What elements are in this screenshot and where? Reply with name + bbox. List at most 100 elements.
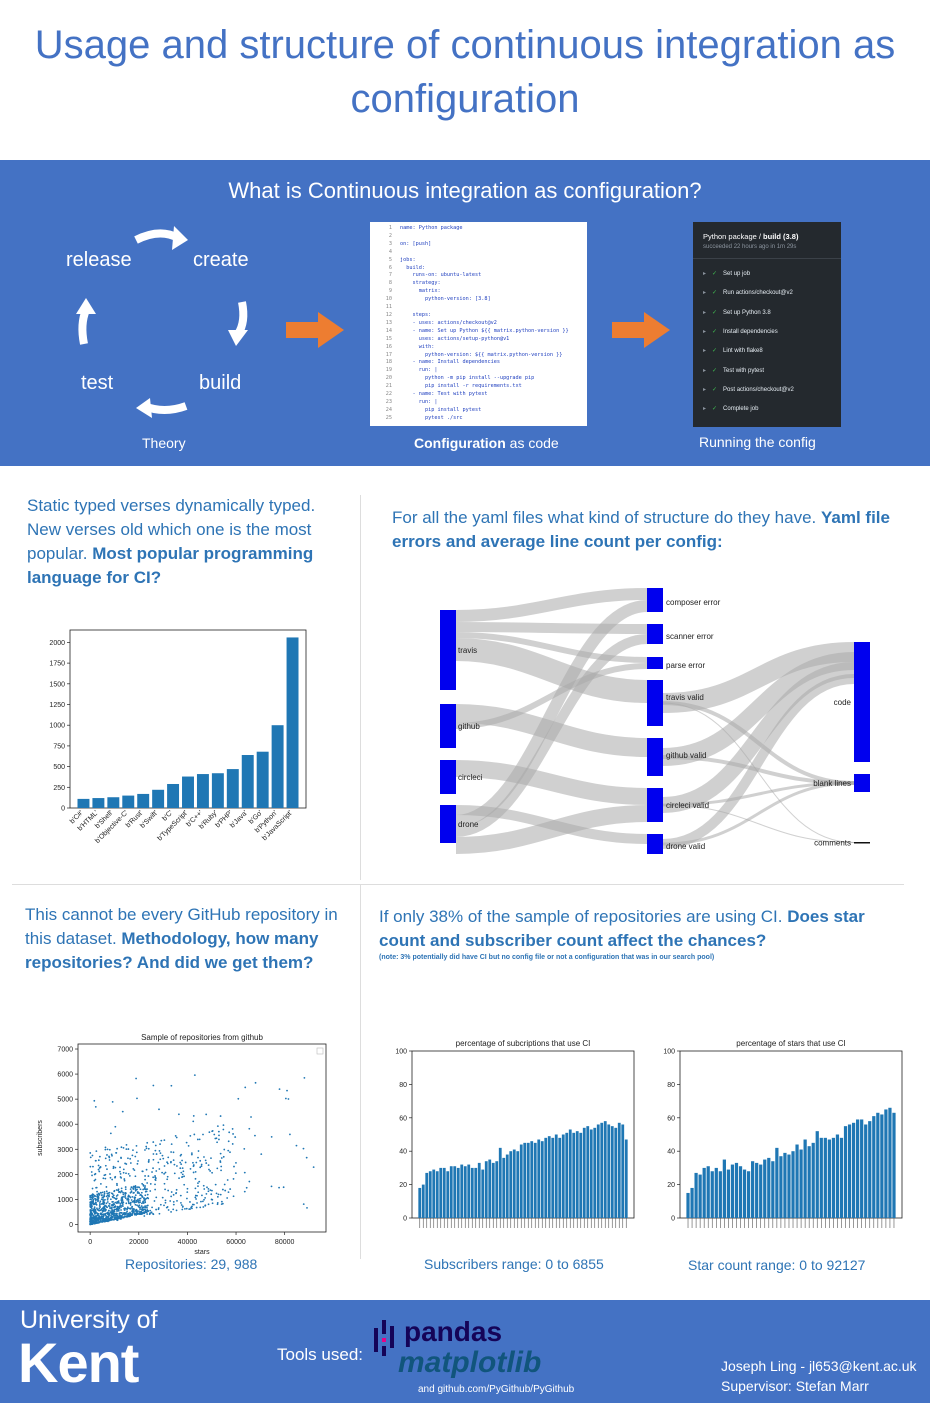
scatter-point (146, 1182, 149, 1184)
scatter-point (152, 1153, 155, 1155)
scatter-point (218, 1134, 220, 1137)
scatter-point (142, 1200, 145, 1203)
sankey-flow (455, 663, 648, 729)
running-label: Running the config (699, 434, 816, 450)
scatter-point (180, 1204, 183, 1206)
scatter-point (199, 1166, 202, 1169)
scatter-point (97, 1218, 100, 1221)
scatter-point (127, 1197, 129, 1200)
config-label: Configuration as code (414, 435, 559, 451)
scatter-point (112, 1194, 115, 1197)
scatter-point (146, 1204, 149, 1207)
scatter-point (178, 1177, 180, 1180)
scatter-point (104, 1157, 107, 1160)
repos-scatter-plot: Sample of repositories from github 0 1000 2… (37, 1033, 327, 1256)
scatter-point (132, 1167, 135, 1170)
scatter-point (90, 1205, 93, 1208)
scatter-point (203, 1188, 206, 1190)
scatter-point (94, 1215, 97, 1217)
scatter-point (103, 1202, 105, 1205)
bar (847, 1124, 852, 1218)
scatter-point (93, 1206, 96, 1209)
scatter-point (194, 1196, 197, 1199)
code-line: 18 - name: Install dependencies (385, 359, 500, 366)
scatter-point (119, 1203, 122, 1205)
scatter-point (92, 1165, 94, 1168)
scatter-point (146, 1208, 149, 1211)
y-tick-label: 0 (61, 806, 65, 813)
scatter-point (203, 1156, 205, 1158)
scatter-point (172, 1151, 175, 1154)
scatter-point (165, 1206, 168, 1209)
university-logo-line2: Kent (18, 1331, 139, 1394)
scatter-point (154, 1188, 157, 1191)
scatter-point (98, 1202, 101, 1204)
scatter-point (289, 1133, 291, 1136)
bar (860, 1119, 864, 1218)
scatter-point (109, 1173, 111, 1175)
scatter-point (102, 1177, 105, 1180)
scatter-point (167, 1209, 170, 1211)
scatter-point (211, 1198, 214, 1201)
scatter-point (105, 1186, 108, 1188)
scatter-point (121, 1110, 124, 1113)
pygithub-credit: and github.com/PyGithub/PyGithub (418, 1384, 575, 1395)
scatter-point (133, 1200, 136, 1203)
scatter-point (103, 1195, 106, 1198)
sankey-label: drone (458, 820, 479, 829)
sankey-node (647, 588, 663, 612)
scatter-point (207, 1203, 210, 1206)
scatter-point (142, 1202, 145, 1205)
sankey-node (647, 834, 663, 854)
scatter-point (91, 1213, 94, 1216)
scatter-point (98, 1207, 101, 1210)
scatter-point (154, 1176, 157, 1179)
scatter-point (223, 1183, 226, 1186)
y-tick-label: 60 (667, 1115, 675, 1122)
scatter-point (216, 1203, 219, 1206)
scatter-point (155, 1196, 158, 1199)
bar (755, 1162, 759, 1218)
bar (710, 1171, 714, 1218)
scatter-point (295, 1144, 298, 1147)
sankey-flow (662, 662, 855, 813)
bar (256, 751, 269, 808)
scatter-point (123, 1209, 126, 1212)
author-line: Joseph Ling - jl653@kent.ac.uk (721, 1358, 917, 1374)
scatter-point (183, 1175, 185, 1178)
scatter-point (94, 1208, 97, 1211)
scatter-point (243, 1190, 246, 1193)
scatter-point (91, 1174, 93, 1177)
scatter-point (175, 1188, 178, 1191)
scatter-point (92, 1199, 95, 1202)
scatter-point (226, 1197, 229, 1199)
code-line: 17 python-version: ${{ matrix.python-ver… (385, 351, 563, 358)
scatter-point (102, 1200, 105, 1203)
scatter-point (180, 1171, 183, 1174)
scatter-point (158, 1212, 161, 1215)
scatter-points (89, 1074, 315, 1226)
scatter-point (167, 1156, 170, 1159)
scatter-point (222, 1155, 225, 1158)
scatter-point (133, 1212, 136, 1215)
scatter-point (144, 1201, 147, 1204)
bar (568, 1129, 572, 1218)
bar (596, 1124, 600, 1218)
scatter-point (180, 1163, 183, 1166)
scatter-point (107, 1217, 110, 1219)
sankey-flow (455, 622, 648, 634)
scatter-point (145, 1211, 148, 1214)
code-line: 5 jobs: (388, 256, 416, 263)
bar (888, 1107, 892, 1218)
theory-label: Theory (142, 435, 186, 451)
scatter-point (232, 1178, 235, 1180)
scatter-point (207, 1188, 210, 1190)
scatter-point (147, 1147, 150, 1150)
scatter-point (164, 1171, 167, 1174)
bar (502, 1157, 506, 1218)
ci-run-panel: Python package / build (3.8) succeeded 2… (693, 222, 841, 427)
scatter-point (163, 1165, 166, 1167)
scatter-point (145, 1168, 148, 1171)
scatter-point (124, 1186, 127, 1188)
scatter-point (90, 1221, 93, 1223)
